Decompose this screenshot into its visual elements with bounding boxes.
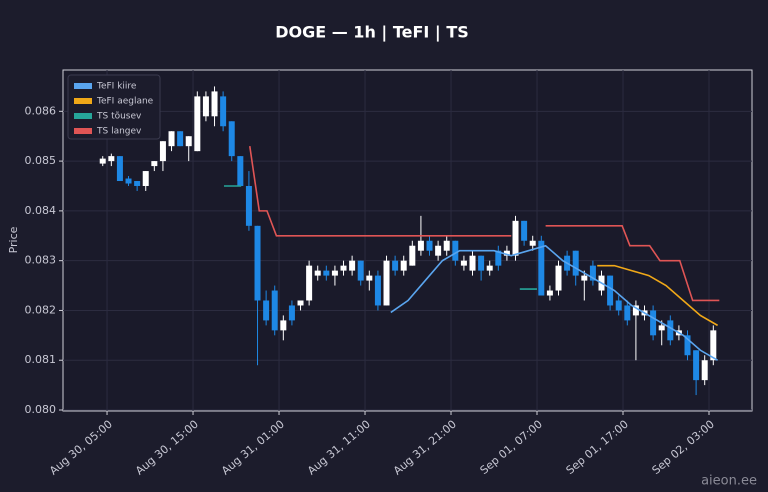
- candle-body: [512, 220, 519, 256]
- candle-body: [495, 250, 502, 266]
- legend-swatch: [74, 128, 92, 134]
- candle-body: [581, 275, 588, 281]
- y-tick-label: 0.082: [25, 303, 57, 316]
- candle-body: [168, 131, 175, 147]
- candle-body: [632, 305, 639, 316]
- candle-body: [237, 156, 244, 186]
- candle-body: [116, 156, 123, 182]
- indicator-line: [545, 225, 720, 302]
- candle-body: [297, 300, 304, 306]
- candle-body: [615, 300, 622, 311]
- y-tick-label: 0.085: [25, 154, 57, 167]
- candle-body: [263, 300, 270, 321]
- candle-body: [529, 240, 536, 246]
- candle-body: [202, 96, 209, 117]
- candle-body: [607, 275, 614, 306]
- candle-body: [684, 335, 691, 356]
- candle-body: [383, 260, 390, 306]
- candle-body: [245, 185, 252, 226]
- candle-body: [693, 350, 700, 381]
- candle-body: [486, 265, 493, 271]
- candle-body: [357, 260, 364, 281]
- candle-body: [572, 250, 579, 276]
- candle-body: [460, 260, 467, 266]
- candle-body: [151, 161, 158, 167]
- candle-body: [125, 178, 132, 184]
- candle-body: [323, 270, 330, 276]
- candle-body: [546, 290, 553, 296]
- legend-box: [67, 74, 161, 140]
- indicator-line: [390, 244, 719, 361]
- indicator-line: [597, 264, 719, 327]
- candle-body: [435, 245, 442, 256]
- candle-body: [400, 260, 407, 271]
- candle-body: [271, 290, 278, 331]
- candle-body: [254, 225, 261, 301]
- candle-body: [194, 96, 201, 152]
- candle-body: [469, 255, 476, 271]
- candle-body: [142, 171, 149, 186]
- candle-body: [211, 91, 218, 117]
- candle-body: [417, 240, 424, 251]
- candle-body: [108, 156, 115, 162]
- candle-body: [159, 141, 166, 162]
- legend: TeFI kiire TeFI aeglane TS tõusev TS langev: [67, 74, 161, 140]
- candle-body: [701, 360, 708, 381]
- candle-body: [667, 320, 674, 341]
- candle-body: [280, 320, 287, 331]
- legend-label: TeFI aeglane: [96, 97, 154, 107]
- candle-body: [650, 310, 657, 336]
- candle-body: [314, 270, 321, 276]
- candle-body: [710, 330, 717, 361]
- legend-label: TS langev: [96, 127, 142, 137]
- watermark: aieon.ee: [701, 474, 757, 489]
- candle-body: [521, 220, 528, 241]
- candle-body: [589, 265, 596, 281]
- candle-body: [374, 275, 381, 306]
- candle-body: [478, 255, 485, 271]
- candle-body: [443, 240, 450, 251]
- indicator-line: [248, 146, 512, 237]
- candle-body: [366, 275, 373, 281]
- candle-body: [658, 325, 665, 331]
- candle-body: [392, 260, 399, 271]
- legend-swatch: [74, 98, 92, 104]
- candle-body: [177, 131, 184, 147]
- legend-label: TS tõusev: [96, 112, 142, 122]
- candle-body: [185, 136, 192, 147]
- candle-body: [340, 265, 347, 271]
- candle-body: [426, 240, 433, 251]
- chart-title: DOGE — 1h | TeFI | TS: [275, 23, 469, 43]
- candle-body: [99, 158, 106, 164]
- y-tick-label: 0.080: [25, 403, 57, 416]
- y-tick-label: 0.086: [25, 104, 57, 117]
- y-tick-label: 0.081: [25, 353, 57, 366]
- candle-body: [288, 305, 295, 321]
- candle-body: [228, 121, 235, 157]
- plot-area: [62, 69, 753, 412]
- y-tick-label: 0.084: [25, 204, 57, 217]
- candle-body: [555, 265, 562, 291]
- candle-body: [538, 240, 545, 296]
- candle-body: [331, 270, 338, 276]
- candle-body: [409, 245, 416, 266]
- legend-swatch: [74, 113, 92, 119]
- candle-body: [624, 305, 631, 321]
- y-tick-label: 0.083: [25, 254, 57, 267]
- candle-body: [220, 96, 227, 127]
- legend-swatch: [74, 83, 92, 89]
- candle-body: [349, 260, 356, 271]
- candle-body: [503, 250, 510, 256]
- y-axis-label: Price: [7, 226, 20, 253]
- candle-body: [452, 240, 459, 261]
- legend-label: TeFI kiire: [96, 82, 137, 92]
- candle-body: [134, 181, 141, 186]
- candle-body: [306, 265, 313, 301]
